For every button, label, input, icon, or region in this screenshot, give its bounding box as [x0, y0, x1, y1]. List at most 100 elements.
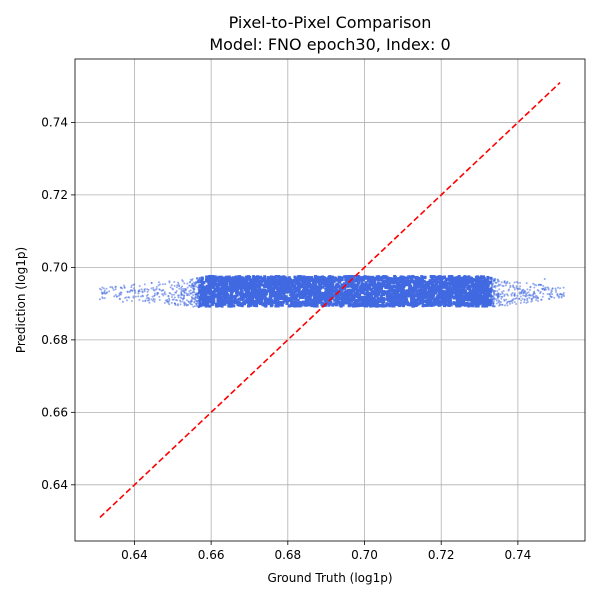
scatter-point: [370, 288, 374, 292]
scatter-point: [276, 294, 280, 298]
scatter-point: [232, 286, 236, 290]
scatter-point: [160, 289, 163, 292]
scatter-point: [304, 277, 308, 281]
scatter-point: [414, 276, 418, 280]
scatter-point: [158, 288, 161, 291]
scatter-point: [349, 297, 353, 301]
scatter-point: [385, 294, 389, 298]
scatter-point: [379, 298, 383, 302]
scatter-point: [274, 304, 278, 308]
scatter-point: [463, 289, 467, 293]
scatter-point: [141, 299, 144, 302]
scatter-point: [348, 288, 352, 292]
scatter-point: [187, 303, 190, 306]
scatter-point: [325, 281, 329, 285]
scatter-point: [374, 300, 378, 304]
scatter-point: [321, 275, 325, 279]
scatter-point: [483, 292, 487, 296]
scatter-point: [501, 295, 504, 298]
scatter-point: [389, 281, 393, 285]
scatter-point: [199, 291, 203, 295]
scatter-point: [208, 286, 212, 290]
scatter-point: [181, 289, 184, 292]
scatter-point: [439, 282, 443, 286]
scatter-point: [241, 302, 245, 306]
scatter-point: [271, 286, 275, 290]
scatter-point: [137, 292, 140, 295]
scatter-point: [439, 294, 443, 298]
scatter-point: [457, 296, 461, 300]
scatter-point: [523, 294, 526, 297]
scatter-point: [491, 296, 494, 299]
scatter-point: [385, 291, 389, 295]
scatter-point: [315, 286, 319, 290]
scatter-point: [246, 288, 250, 292]
scatter-point: [158, 295, 161, 298]
scatter-point: [462, 298, 466, 302]
scatter-point: [344, 297, 348, 301]
scatter-point: [225, 288, 229, 292]
scatter-point: [203, 303, 207, 307]
scatter-point: [469, 298, 473, 302]
scatter-point: [274, 300, 278, 304]
scatter-point: [418, 284, 422, 288]
scatter-point: [269, 298, 273, 302]
scatter-point: [433, 279, 437, 283]
scatter-point: [310, 276, 314, 280]
scatter-point: [395, 285, 399, 289]
scatter-point: [380, 287, 384, 291]
scatter-point: [191, 278, 194, 281]
scatter-point: [401, 287, 405, 291]
scatter-point: [476, 304, 480, 308]
y-tick-label: 0.72: [41, 188, 68, 202]
scatter-point: [458, 304, 462, 308]
scatter-point: [245, 284, 249, 288]
scatter-point: [346, 284, 350, 288]
scatter-point: [445, 303, 449, 307]
scatter-point: [521, 297, 524, 300]
scatter-point: [449, 295, 453, 299]
scatter-point: [493, 292, 496, 295]
scatter-point: [551, 287, 554, 290]
scatter-point: [368, 285, 372, 289]
chart-title-line1: Pixel-to-Pixel Comparison: [229, 13, 432, 32]
scatter-point: [278, 300, 282, 304]
scatter-point: [320, 279, 324, 283]
scatter-point: [285, 280, 289, 284]
scatter-point: [505, 282, 508, 285]
scatter-point: [500, 291, 503, 294]
scatter-point: [474, 285, 478, 289]
scatter-point: [339, 292, 343, 296]
scatter-point: [391, 296, 395, 300]
scatter-point: [456, 285, 460, 289]
scatter-point: [266, 300, 270, 304]
scatter-point: [198, 277, 201, 280]
scatter-point: [433, 275, 437, 279]
scatter-point: [306, 302, 310, 306]
scatter-point: [455, 276, 459, 280]
scatter-point: [197, 299, 200, 302]
scatter-point: [292, 286, 296, 290]
scatter-point: [222, 289, 226, 293]
scatter-point: [210, 280, 214, 284]
scatter-point: [398, 277, 402, 281]
scatter-point: [323, 283, 327, 287]
scatter-point: [177, 281, 180, 284]
scatter-point: [239, 287, 243, 291]
scatter-point: [295, 276, 299, 280]
scatter-point: [412, 301, 416, 305]
scatter-point: [448, 302, 452, 306]
scatter-point: [285, 286, 289, 290]
y-tick-label: 0.68: [41, 333, 68, 347]
scatter-point: [324, 291, 328, 295]
scatter-point: [342, 282, 346, 286]
scatter-point: [191, 287, 194, 290]
scatter-point: [294, 300, 298, 304]
scatter-point: [361, 282, 365, 286]
scatter-point: [250, 278, 254, 282]
scatter-point: [210, 284, 214, 288]
scatter-point: [400, 286, 404, 290]
scatter-point: [374, 289, 378, 293]
scatter-point: [411, 274, 415, 278]
scatter-point: [465, 296, 469, 300]
